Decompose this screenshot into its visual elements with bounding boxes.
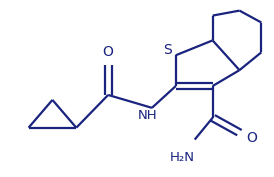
Text: NH: NH — [138, 109, 158, 122]
Text: S: S — [164, 43, 172, 57]
Text: O: O — [103, 45, 114, 59]
Text: O: O — [246, 131, 257, 145]
Text: H₂N: H₂N — [169, 151, 194, 164]
